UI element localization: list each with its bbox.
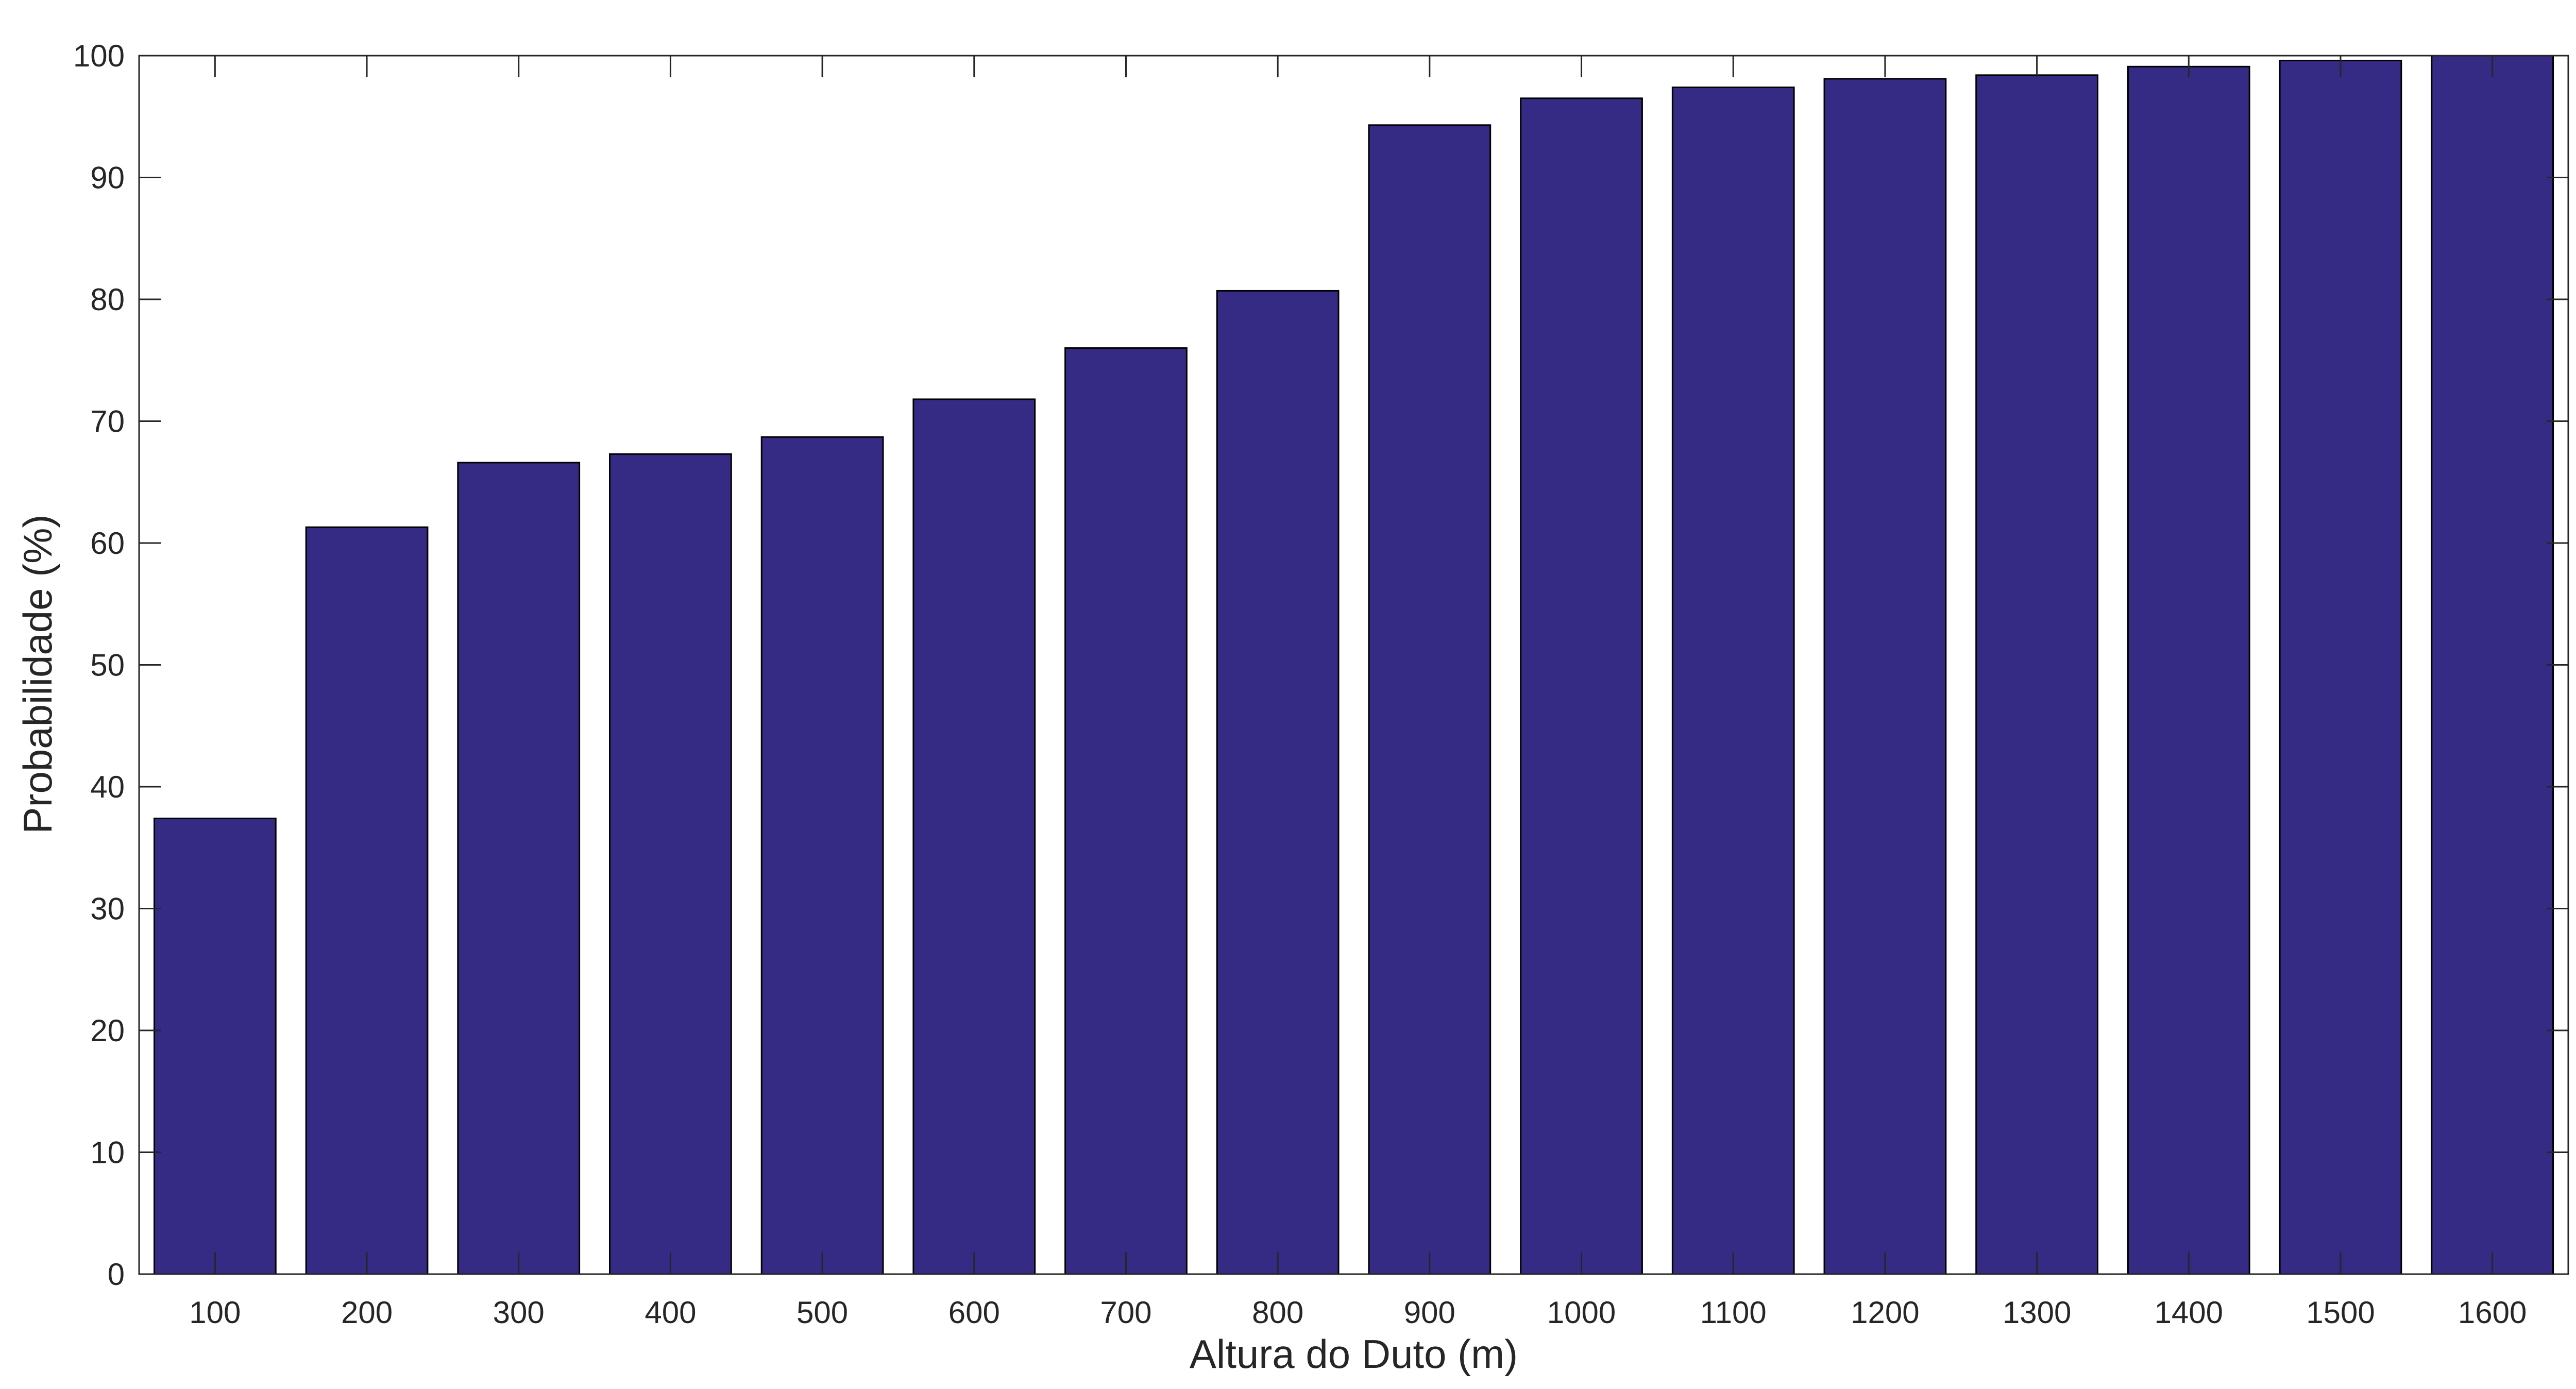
x-axis-label: Altura do Duto (m): [1190, 1331, 1518, 1377]
y-tick-label: 20: [90, 1013, 125, 1048]
x-tick-label: 300: [493, 1295, 545, 1330]
x-tick-label: 600: [948, 1295, 1000, 1330]
bar-300: [457, 462, 581, 1275]
y-axis-label: Probabilidade (%): [15, 514, 60, 834]
x-tick-label: 1500: [2306, 1295, 2375, 1330]
x-tick-label: 1000: [1547, 1295, 1616, 1330]
bar-1300: [1975, 74, 2098, 1275]
y-tick-label: 80: [90, 282, 125, 317]
x-tick-label: 1400: [2155, 1295, 2223, 1330]
y-tick-label: 90: [90, 161, 125, 195]
bar-800: [1216, 290, 1340, 1275]
bar-1200: [1823, 78, 1947, 1275]
bar-700: [1064, 347, 1188, 1275]
y-tick-label: 100: [73, 39, 125, 73]
x-tick-label: 900: [1404, 1295, 1455, 1330]
y-tick-label: 30: [90, 892, 125, 926]
bar-500: [760, 436, 884, 1275]
y-tick-label: 50: [90, 648, 125, 683]
y-tick-label: 0: [108, 1257, 125, 1292]
y-tick-label: 40: [90, 770, 125, 804]
bars-group: [153, 55, 2554, 1275]
bar-1000: [1520, 97, 1643, 1275]
bar-100: [153, 817, 277, 1275]
x-tick-label: 800: [1252, 1295, 1303, 1330]
x-tick-label: 1300: [2003, 1295, 2071, 1330]
x-tick-label: 100: [189, 1295, 241, 1330]
y-tick-label: 60: [90, 526, 125, 561]
bar-900: [1368, 124, 1492, 1275]
axis-ticks: [139, 55, 2568, 1275]
x-tick-label: 1100: [1700, 1295, 1767, 1330]
bar-1400: [2127, 65, 2250, 1275]
bar-600: [912, 398, 1036, 1275]
x-tick-label: 500: [796, 1295, 848, 1330]
bar-400: [609, 453, 732, 1275]
x-tick-label: 1600: [2458, 1295, 2527, 1330]
bar-1600: [2431, 55, 2554, 1275]
x-tick-label: 200: [341, 1295, 393, 1330]
y-tick-label: 70: [90, 404, 125, 439]
bar-1500: [2279, 59, 2402, 1275]
y-axis-tick-labels: 0 10 20 30 40 50 60 70 80 90 100: [73, 39, 125, 1292]
bar-1100: [1671, 86, 1795, 1275]
x-axis-tick-labels: 100 200 300 400 500 600 700 800 900 1000 1100 1200 1…: [189, 1295, 2527, 1330]
x-tick-label: 700: [1100, 1295, 1151, 1330]
y-tick-label: 10: [90, 1136, 125, 1170]
x-tick-label: 1200: [1851, 1295, 1919, 1330]
bar-200: [305, 526, 429, 1275]
x-tick-label: 400: [645, 1295, 696, 1330]
